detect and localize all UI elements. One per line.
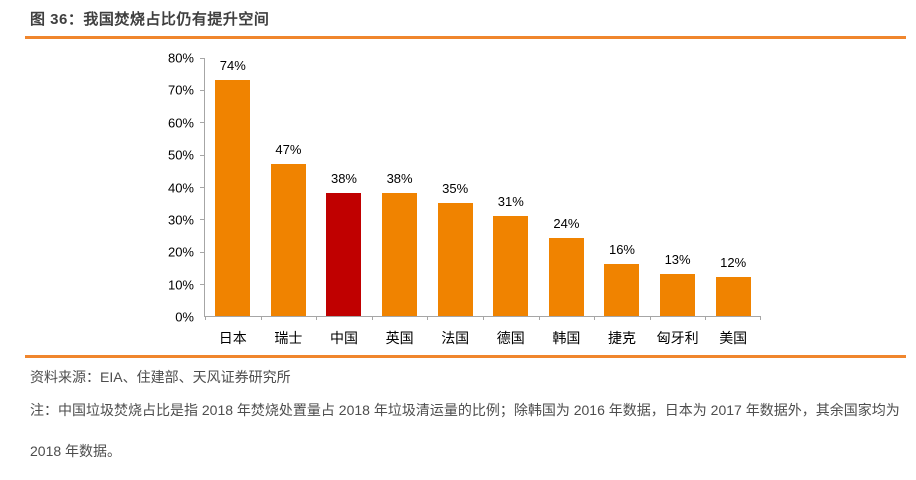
chart-bar-slot: 13% — [650, 58, 706, 316]
bar-chart: 0% 10% 20% 30% 40% 50% 60% 70% 80% 74% 日本 47% 瑞士 38% 中… — [25, 51, 906, 351]
chart-bar — [660, 273, 696, 316]
x-axis-tick — [483, 316, 484, 320]
y-axis-tick — [200, 219, 205, 221]
x-axis-label: 美国 — [719, 330, 748, 346]
y-axis-label: 50% — [167, 147, 194, 163]
chart-plot-area: 0% 10% 20% 30% 40% 50% 60% 70% 80% 74% 日本 47% 瑞士 38% 中… — [168, 51, 761, 346]
footer-divider — [25, 355, 906, 358]
y-axis-label: 30% — [167, 212, 194, 228]
y-axis-label: 20% — [167, 244, 194, 260]
x-axis-label: 德国 — [496, 330, 525, 346]
note-text: 注：中国垃圾焚烧占比是指 2018 年焚烧处置量占 2018 年垃圾清运量的比例… — [30, 402, 900, 459]
chart-bar-slot: 35% — [427, 58, 483, 316]
chart-bar — [604, 264, 640, 316]
source-text: 资料来源：EIA、住建部、天风证券研究所 — [30, 369, 291, 385]
y-axis-label: 40% — [167, 180, 194, 195]
bar-value-label: 38% — [330, 170, 357, 186]
x-axis-label: 英国 — [385, 330, 414, 346]
bar-value-label: 74% — [219, 58, 246, 73]
chart-bar-slot: 47% — [261, 58, 317, 316]
y-axis-label: 70% — [167, 82, 194, 98]
x-axis-tick — [371, 316, 373, 320]
x-axis-label: 法国 — [441, 330, 470, 346]
bar-value-label: 31% — [497, 193, 524, 209]
x-axis-tick — [260, 316, 262, 320]
bar-value-label: 47% — [275, 141, 302, 157]
chart-bar — [548, 238, 584, 316]
x-axis-label: 瑞士 — [274, 330, 303, 346]
y-axis-tick — [200, 284, 205, 286]
y-axis-tick — [200, 154, 205, 156]
bar-value-label: 16% — [608, 242, 635, 258]
x-axis-tick — [760, 316, 761, 320]
y-axis-label: 60% — [167, 115, 194, 131]
figure-title: 图 36：我国焚烧占比仍有提升空间 — [30, 11, 270, 28]
y-axis-tick — [200, 187, 205, 188]
bar-value-label: 35% — [442, 180, 469, 196]
bar-value-label: 13% — [664, 251, 691, 267]
chart-bar-slot: 12% — [705, 58, 761, 316]
chart-bar — [437, 202, 473, 316]
x-axis-tick — [316, 316, 318, 320]
x-axis-tick — [705, 316, 707, 320]
x-axis-label: 中国 — [329, 330, 358, 346]
chart-bar — [215, 80, 251, 316]
x-axis-label: 日本 — [218, 330, 247, 346]
y-axis-label: 0% — [175, 309, 194, 325]
y-axis-tick — [200, 251, 205, 253]
chart-bar — [270, 163, 306, 316]
y-axis-label: 10% — [167, 277, 194, 293]
chart-bar-slot: 74% — [205, 58, 261, 316]
x-axis-tick — [594, 316, 596, 320]
bar-value-label: 24% — [553, 216, 580, 232]
x-axis-label: 韩国 — [552, 330, 581, 346]
bar-value-label: 38% — [386, 170, 413, 186]
chart-bar-slot: 38% — [316, 58, 372, 316]
chart-bar-highlighted — [326, 192, 362, 316]
x-axis-tick — [649, 316, 651, 320]
y-axis-label: 80% — [167, 50, 194, 66]
y-axis-tick — [200, 57, 205, 59]
chart-bar — [493, 215, 529, 316]
y-axis-tick — [200, 122, 205, 124]
chart-bar-slot: 24% — [539, 58, 595, 316]
chart-bar — [715, 277, 751, 316]
x-axis-label: 匈牙利 — [656, 330, 699, 346]
chart-bar-slot: 38% — [372, 58, 428, 316]
chart-bar — [382, 192, 418, 316]
x-axis-label: 捷克 — [607, 330, 636, 346]
chart-bar-slot: 31% — [483, 58, 539, 316]
x-axis-tick — [427, 316, 429, 320]
y-axis-tick — [200, 89, 205, 91]
bar-value-label: 12% — [720, 255, 747, 271]
x-axis-tick — [538, 316, 540, 320]
x-axis-tick — [205, 316, 206, 320]
title-divider — [25, 36, 906, 39]
chart-bar-slot: 16% — [594, 58, 650, 316]
